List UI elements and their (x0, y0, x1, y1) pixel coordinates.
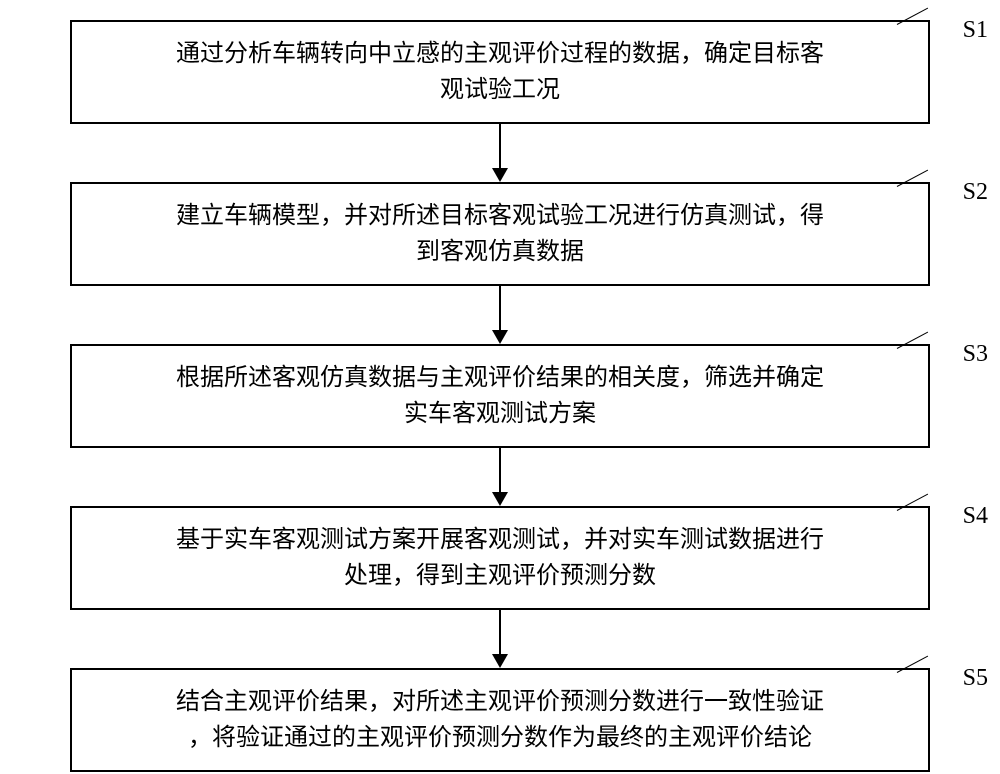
step-text-line1: 结合主观评价结果，对所述主观评价预测分数进行一致性验证 (92, 684, 908, 720)
arrow-head-icon (492, 168, 508, 182)
label-connector (897, 170, 928, 187)
flow-arrow (492, 286, 508, 344)
arrow-head-icon (492, 654, 508, 668)
arrow-shaft (499, 610, 501, 654)
step-text-line2: 观试验工况 (92, 72, 908, 108)
step-label: S2 (963, 174, 988, 210)
step-text-line2: 处理，得到主观评价预测分数 (92, 558, 908, 594)
label-connector (897, 332, 928, 349)
arrow-head-icon (492, 330, 508, 344)
step-text-line1: 基于实车客观测试方案开展客观测试，并对实车测试数据进行 (92, 522, 908, 558)
flow-step-s2: 建立车辆模型，并对所述目标客观试验工况进行仿真测试，得 到客观仿真数据 S2 (70, 182, 930, 286)
step-label: S5 (963, 660, 988, 696)
flow-step-s4: 基于实车客观测试方案开展客观测试，并对实车测试数据进行 处理，得到主观评价预测分… (70, 506, 930, 610)
arrow-shaft (499, 286, 501, 330)
step-text-line1: 通过分析车辆转向中立感的主观评价过程的数据，确定目标客 (92, 36, 908, 72)
arrow-shaft (499, 124, 501, 168)
flow-step-s1: 通过分析车辆转向中立感的主观评价过程的数据，确定目标客 观试验工况 S1 (70, 20, 930, 124)
step-label: S4 (963, 498, 988, 534)
arrow-shaft (499, 448, 501, 492)
step-text-line1: 建立车辆模型，并对所述目标客观试验工况进行仿真测试，得 (92, 198, 908, 234)
step-text-line2: 到客观仿真数据 (92, 234, 908, 270)
step-text-line2: 实车客观测试方案 (92, 396, 908, 432)
label-connector (897, 656, 928, 673)
label-connector (897, 494, 928, 511)
label-connector (897, 8, 928, 25)
step-label: S1 (963, 12, 988, 48)
flow-arrow (492, 610, 508, 668)
step-text-line2: ，将验证通过的主观评价预测分数作为最终的主观评价结论 (92, 720, 908, 756)
flowchart-container: 通过分析车辆转向中立感的主观评价过程的数据，确定目标客 观试验工况 S1 建立车… (40, 20, 960, 772)
flow-step-s5: 结合主观评价结果，对所述主观评价预测分数进行一致性验证 ，将验证通过的主观评价预… (70, 668, 930, 772)
step-text-line1: 根据所述客观仿真数据与主观评价结果的相关度，筛选并确定 (92, 360, 908, 396)
step-label: S3 (963, 336, 988, 372)
arrow-head-icon (492, 492, 508, 506)
flow-arrow (492, 124, 508, 182)
flow-step-s3: 根据所述客观仿真数据与主观评价结果的相关度，筛选并确定 实车客观测试方案 S3 (70, 344, 930, 448)
flow-arrow (492, 448, 508, 506)
